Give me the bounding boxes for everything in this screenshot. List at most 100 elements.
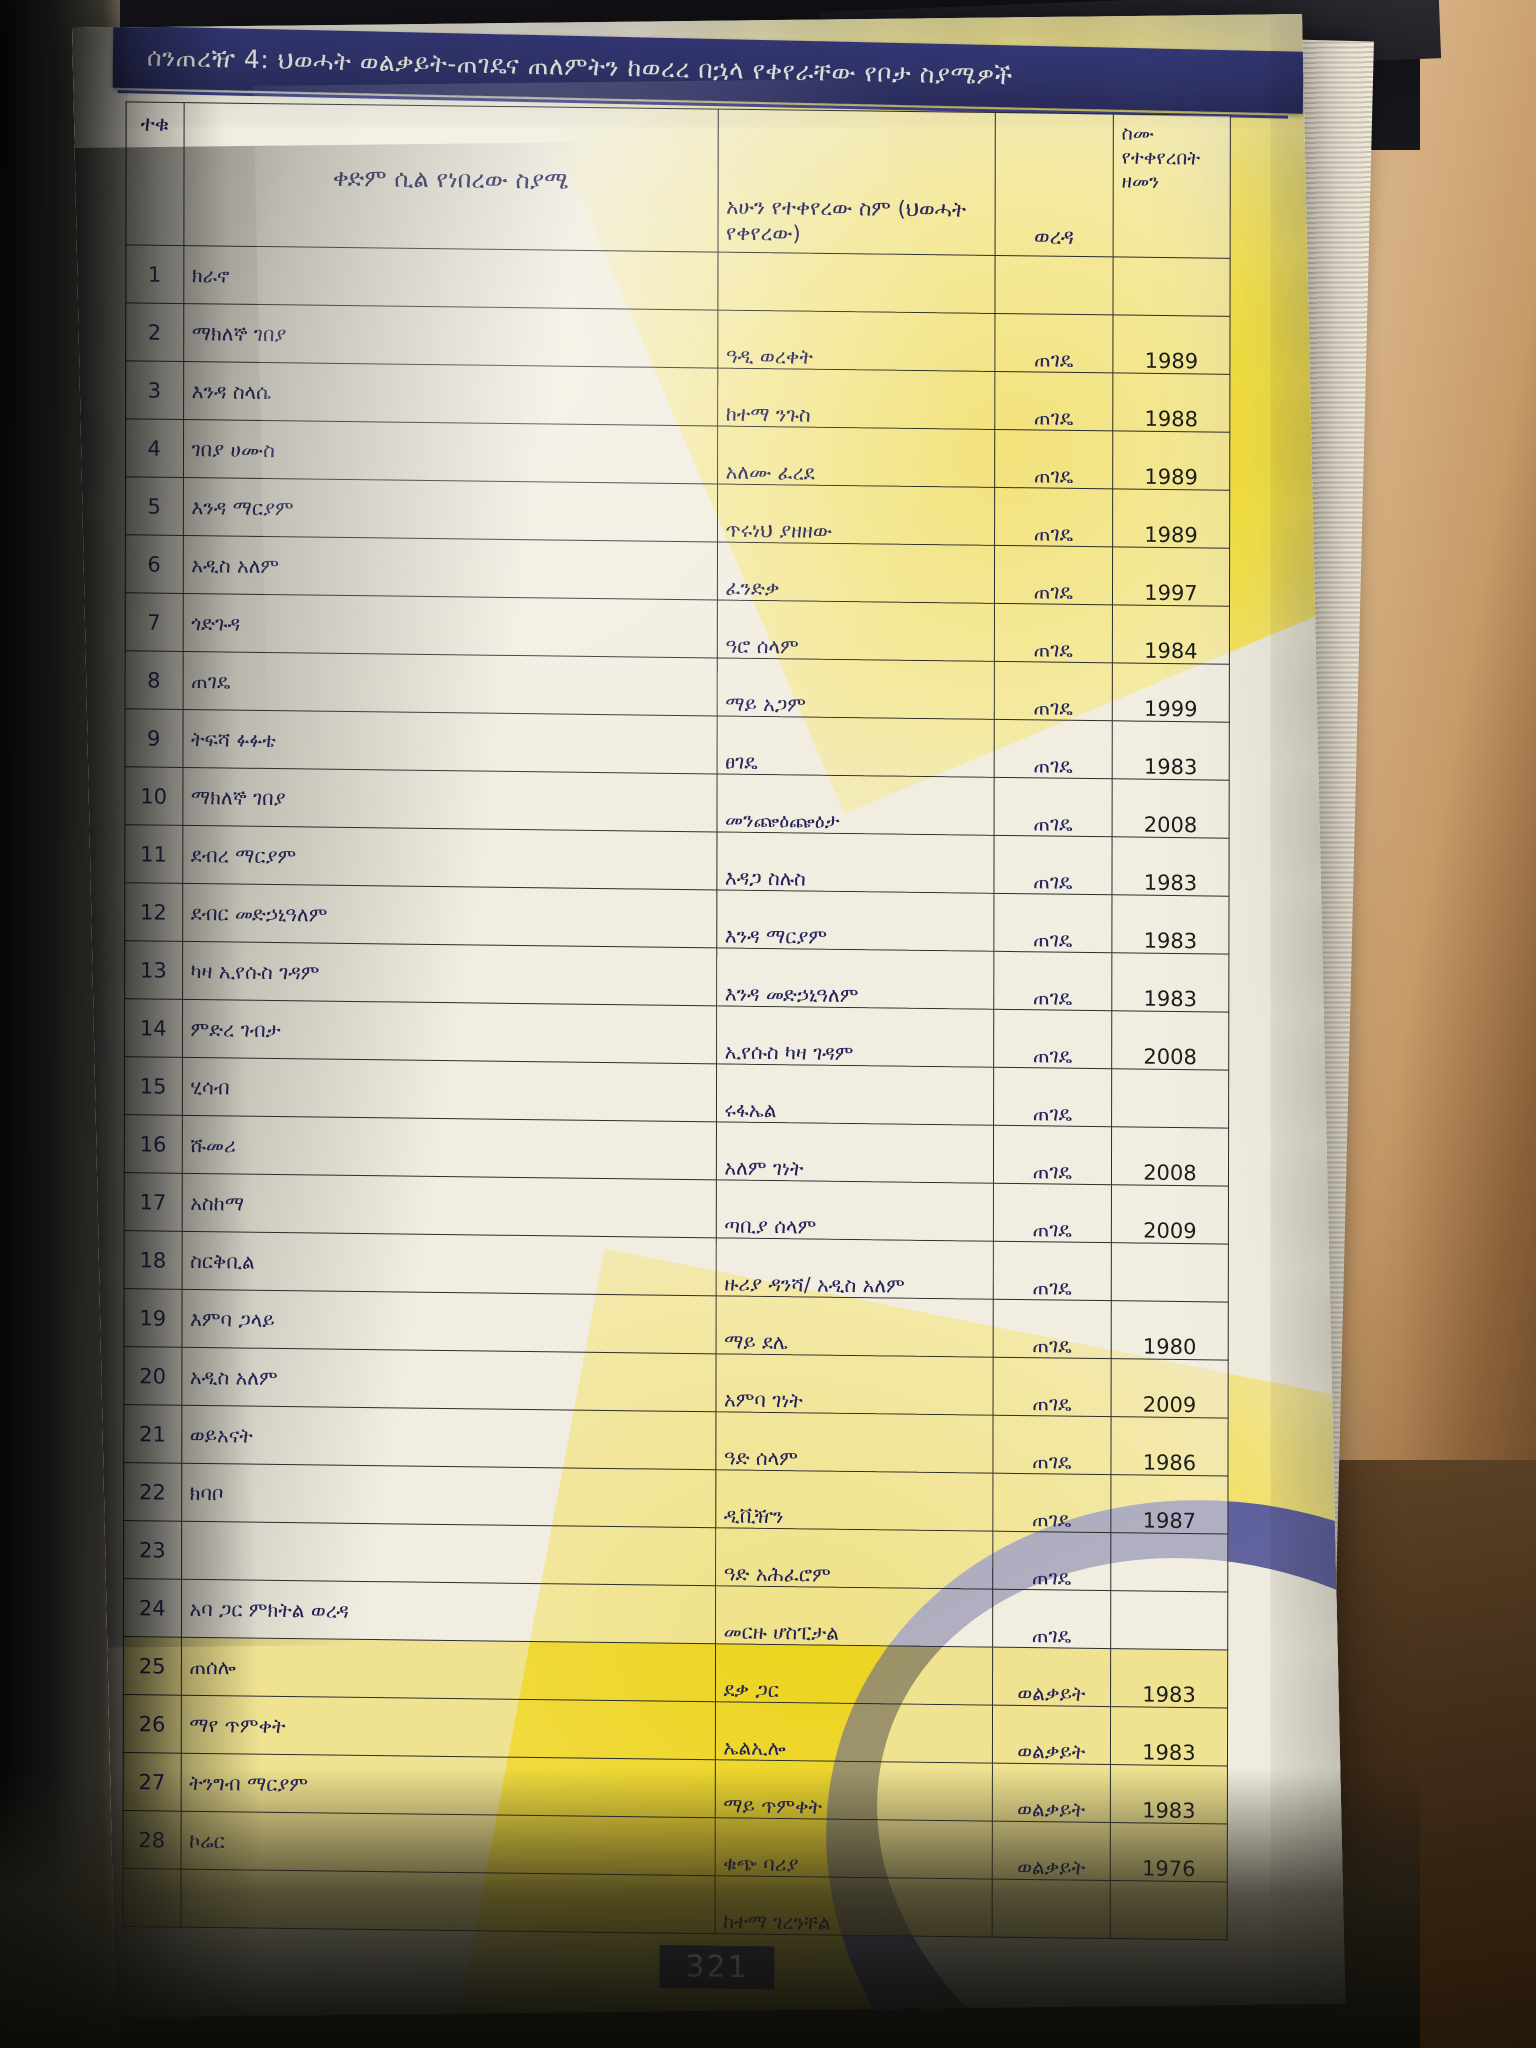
- cell-old-name: [180, 1869, 715, 1934]
- cell-woreda: ጠገዴ: [993, 719, 1113, 779]
- cell-new-name: አለም ገነት: [715, 1121, 994, 1184]
- cell-woreda: ጠገዴ: [992, 1589, 1111, 1649]
- cell-old-name: ማክለኞ ገበያ: [182, 767, 717, 832]
- cell-old-name: ጎድጉዳ: [182, 593, 717, 658]
- cell-woreda: ጠገዴ: [993, 1183, 1112, 1243]
- cell-number: [122, 1868, 181, 1928]
- cell-number: 27: [123, 1752, 181, 1812]
- cell-old-name: አባ ጋር ምክትል ወረዳ: [180, 1579, 716, 1644]
- place-names-table-wrapper: ተቁ ቀድም ሲል የነበረው ስያሜ አሁን የተቀየረው ስም (ህወሓት …: [122, 101, 1275, 1941]
- cell-year: 1989: [1112, 430, 1230, 491]
- cell-year: 1984: [1112, 604, 1230, 665]
- cell-new-name: አምባ ገነት: [715, 1353, 993, 1416]
- cell-number: 23: [123, 1520, 182, 1580]
- cell-old-name: ትንግብ ማርያም: [180, 1753, 715, 1818]
- cell-number: 6: [125, 534, 183, 594]
- cell-new-name: ማይ አጋም: [716, 657, 995, 720]
- cell-new-name: እንዳ ማርያም: [716, 889, 994, 952]
- table-title-text: ሰንጠረዥ 4: ህወሓት ወልቃይት-ጠገዴና ጠለምትን ከወረረ በኋላ …: [146, 42, 1013, 91]
- page-number-badge: 321: [659, 1944, 775, 1990]
- cell-new-name: ፈንድቃ: [716, 542, 995, 604]
- cell-new-name: ኢየሱስ ካዛ ገዳም: [716, 1005, 994, 1068]
- cell-number: 22: [123, 1462, 182, 1522]
- table-header-row: ተቁ ቀድም ሲል የነበረው ስያሜ አሁን የተቀየረው ስም (ህወሓት …: [125, 101, 1231, 259]
- cell-old-name: እምባ ጋላይ: [181, 1289, 716, 1354]
- cell-old-name: ደብረ ማርያም: [182, 825, 717, 890]
- cell-number: 26: [123, 1694, 181, 1754]
- column-header-number: ተቁ: [125, 101, 184, 246]
- cell-old-name: ማየ ጥምቀት: [180, 1695, 715, 1760]
- cell-woreda: ጠገዴ: [992, 1473, 1111, 1533]
- cell-new-name: ዓድ ሰላም: [715, 1411, 993, 1474]
- book-page: ሰንጠረዥ 4: ህወሓት ወልቃይት-ጠገዴና ጠለምትን ከወረረ በኋላ …: [72, 14, 1346, 2018]
- cell-year: 1983: [1111, 894, 1229, 955]
- cell-woreda: ጠገዴ: [993, 777, 1113, 837]
- cell-new-name: አለሙ ፈረደ: [717, 426, 995, 488]
- cell-new-name: [717, 252, 995, 314]
- cell-woreda: [991, 1879, 1111, 1939]
- cell-woreda: ጠገዴ: [993, 1125, 1112, 1185]
- cell-old-name: ክባቦ: [181, 1463, 716, 1528]
- cell-old-name: ሂሳብ: [181, 1057, 717, 1122]
- cell-old-name: ትፍሻ ፉፉቴ: [182, 709, 717, 774]
- cell-year: 1987: [1110, 1474, 1228, 1535]
- cell-woreda: ጠገዴ: [994, 487, 1113, 547]
- column-header-new-name: አሁን የተቀየረው ስም (ህወሓት የቀየረው): [717, 109, 996, 256]
- cell-woreda: ጠገዴ: [993, 1009, 1112, 1069]
- cell-woreda: ጠገዴ: [994, 429, 1113, 489]
- cell-number: 17: [124, 1172, 182, 1232]
- cell-year: [1112, 256, 1231, 317]
- cell-woreda: ጠገዴ: [993, 835, 1112, 895]
- desk-shadow-area: [1330, 1460, 1536, 2048]
- cell-new-name: ፀገዴ: [716, 715, 995, 778]
- cell-old-name: ገበያ ሀሙስ: [182, 419, 718, 485]
- cell-year: 1983: [1112, 720, 1230, 781]
- cell-old-name: [181, 1521, 716, 1586]
- cell-woreda: ጠገዴ: [994, 545, 1113, 605]
- cell-year: 2008: [1111, 1010, 1229, 1071]
- cell-old-name: አዲስ አለም: [182, 535, 718, 601]
- cell-new-name: እዳጋ ስሉስ: [716, 831, 994, 894]
- cell-old-name: አዲስ አለም: [181, 1347, 716, 1412]
- cell-woreda: ጠገዴ: [992, 1357, 1112, 1417]
- cell-old-name: ኮሬር: [180, 1811, 715, 1876]
- cell-woreda: ወልቃይት: [992, 1647, 1111, 1707]
- cell-new-name: መርዙ ሆስፒታል: [715, 1585, 993, 1648]
- cell-new-name: ደቃ ጋር: [714, 1643, 993, 1706]
- cell-woreda: ጠገዴ: [994, 603, 1113, 663]
- cell-woreda: ወልቃይት: [992, 1705, 1111, 1765]
- cell-old-name: ማክለኞ ገበያ: [183, 303, 718, 369]
- cell-year: 1983: [1110, 1706, 1228, 1766]
- cell-old-name: ምድረ ገብታ: [181, 999, 717, 1064]
- cell-old-name: እንዳ ስላሴ: [183, 361, 718, 427]
- cell-year: 1983: [1111, 952, 1229, 1013]
- cell-number: 2: [125, 302, 184, 362]
- cell-year: 1997: [1112, 546, 1230, 607]
- cell-year: 1989: [1112, 314, 1231, 375]
- cell-number: 3: [125, 360, 184, 420]
- cell-year: [1111, 1242, 1229, 1303]
- cell-old-name: ሹመሪ: [181, 1115, 716, 1180]
- cell-number: 25: [123, 1636, 181, 1696]
- cell-year: 1989: [1112, 488, 1230, 549]
- cell-new-name: ዲቪዥን: [715, 1469, 993, 1532]
- cell-number: 5: [125, 476, 183, 536]
- cell-year: 1988: [1112, 372, 1230, 433]
- cell-new-name: ዓሮ ሰላም: [716, 600, 995, 662]
- cell-old-name: እንዳ ማርያም: [182, 477, 718, 543]
- cell-woreda: [994, 255, 1113, 315]
- cell-new-name: ኤልኢሎ: [714, 1701, 993, 1764]
- cell-number: 20: [123, 1346, 182, 1406]
- cell-woreda: ጠገዴ: [994, 313, 1113, 373]
- table-body: 1 ክራኖ 2 ማክለኞ ገበያ ዓዲ ወረቀት ጠገዴ 1989 3 እንዳ ስላሴ ከተማ ን…: [122, 244, 1231, 1940]
- cell-number: 12: [124, 882, 183, 942]
- cell-year: 1983: [1111, 836, 1230, 897]
- cell-new-name: ከተማ ንጉስ: [717, 368, 995, 430]
- cell-year: 1983: [1110, 1764, 1228, 1824]
- cell-number: 4: [125, 418, 184, 478]
- cell-woreda: ጠገዴ: [993, 893, 1112, 953]
- cell-number: 15: [124, 1056, 182, 1116]
- cell-old-name: ክራኖ: [183, 245, 718, 311]
- cell-number: 7: [125, 592, 183, 652]
- cell-year: 1986: [1110, 1416, 1229, 1477]
